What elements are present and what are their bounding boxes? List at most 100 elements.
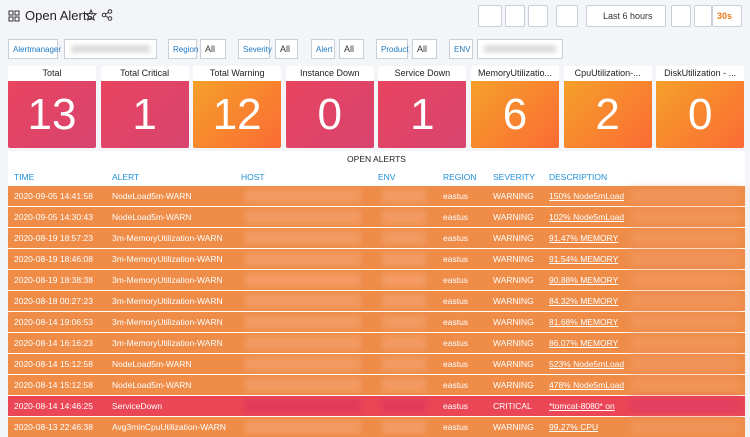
add-panel-button[interactable] [478, 5, 502, 27]
stat-title: Instance Down [300, 68, 360, 78]
table-cell [235, 228, 371, 248]
table-cell: 90.88% MEMORY [549, 275, 619, 285]
table-cell: CRITICAL [493, 401, 532, 411]
table-cell: WARNING [493, 212, 534, 222]
redacted [630, 336, 740, 350]
table-row [8, 375, 745, 395]
column-header[interactable]: ENV [378, 172, 396, 182]
tv-mode-button[interactable] [556, 5, 578, 27]
redacted [245, 357, 361, 371]
stat-value: 12 [193, 81, 282, 148]
table-row [8, 291, 745, 311]
table-cell: 2020-08-19 18:38:38 [14, 275, 93, 285]
table-row [8, 270, 745, 290]
redacted [382, 231, 426, 245]
filter-input[interactable] [477, 39, 563, 59]
table-cell [235, 312, 371, 332]
stat-panel: CpuUtilization-... 2 [563, 66, 652, 148]
table-cell: 3m-MemoryUtilization-WARN [112, 254, 223, 264]
redacted [245, 399, 361, 413]
table-cell: *tomcat-8080* on [549, 401, 615, 411]
star-icon[interactable] [85, 9, 97, 21]
redacted [630, 252, 740, 266]
filter-label: ENV [449, 39, 473, 59]
filter-dropdown[interactable]: All [339, 39, 364, 59]
table-cell: 86.07% MEMORY [549, 338, 619, 348]
table-cell: 2020-08-14 14:46:25 [14, 401, 93, 411]
share-icon[interactable] [101, 9, 113, 21]
table-cell: eastus [443, 212, 469, 222]
table-cell [235, 249, 371, 269]
stat-value: 2 [563, 81, 652, 148]
redacted [630, 210, 740, 224]
redacted [245, 252, 361, 266]
filter-label: Alert [311, 39, 335, 59]
table-cell: eastus [443, 338, 469, 348]
redacted [630, 273, 740, 287]
table-cell [372, 396, 436, 416]
table-row [8, 396, 745, 416]
dashboard-title[interactable]: Open Alerts [25, 8, 93, 23]
stat-value: 6 [471, 81, 559, 148]
table-cell: 3m-MemoryUtilization-WARN [112, 275, 223, 285]
table-cell [235, 375, 371, 395]
time-picker[interactable]: Last 6 hours [586, 5, 666, 27]
redacted [630, 231, 740, 245]
refresh-button[interactable] [694, 5, 712, 27]
table-cell: WARNING [493, 233, 534, 243]
filter-label: Alertmanager [8, 39, 61, 59]
redacted [382, 294, 426, 308]
stat-title: Total Critical [120, 68, 170, 78]
stat-panel: DiskUtilization - ... 0 [656, 66, 745, 148]
table-cell [235, 333, 371, 353]
redacted [71, 45, 150, 53]
filter-dropdown[interactable]: All [412, 39, 437, 59]
column-header[interactable]: HOST [241, 172, 265, 182]
filter-dropdown[interactable]: All [200, 39, 226, 59]
column-header[interactable]: SEVERITY [493, 172, 536, 182]
column-header[interactable]: TIME [14, 172, 35, 182]
table-cell: WARNING [493, 191, 534, 201]
table-row [8, 333, 745, 353]
redacted [382, 378, 426, 392]
table-cell: 99.27% CPU [549, 422, 599, 432]
filter-input[interactable] [64, 39, 157, 59]
table-cell: 2020-08-14 19:06:53 [14, 317, 93, 327]
table-cell: 2020-09-05 14:30:43 [14, 212, 93, 222]
table-cell: NodeLoad5m-WARN [112, 359, 192, 369]
redacted [382, 210, 426, 224]
table-cell [372, 417, 436, 437]
table-cell: eastus [443, 380, 469, 390]
grid-icon [8, 10, 20, 22]
table-row [8, 312, 745, 332]
table-cell: NodeLoad5m-WARN [112, 191, 192, 201]
stat-title: Total Warning [209, 68, 265, 78]
column-header[interactable]: DESCRIPTION [549, 172, 608, 182]
table-cell: WARNING [493, 317, 534, 327]
table-cell: 150% Node5mLoad [549, 191, 625, 201]
redacted [484, 45, 556, 53]
save-button[interactable] [505, 5, 525, 27]
refresh-interval[interactable]: 30s [712, 5, 742, 27]
zoom-out-button[interactable] [671, 5, 691, 27]
column-header[interactable]: REGION [443, 172, 477, 182]
stat-panel: Total Warning 12 [193, 66, 282, 148]
table-cell: eastus [443, 254, 469, 264]
stat-title: DiskUtilization - ... [664, 68, 737, 78]
stat-panel: Total Critical 1 [100, 66, 189, 148]
redacted [382, 399, 426, 413]
column-header[interactable]: ALERT [112, 172, 140, 182]
filter-dropdown[interactable]: All [275, 39, 298, 59]
stat-title: Service Down [394, 68, 451, 78]
redacted [382, 189, 426, 203]
table-cell [372, 228, 436, 248]
table-cell: ServiceDown [112, 401, 163, 411]
table-row [8, 228, 745, 248]
table-cell: 2020-08-18 00:27:23 [14, 296, 93, 306]
stat-title: CpuUtilization-... [574, 68, 641, 78]
redacted [382, 420, 426, 434]
settings-button[interactable] [528, 5, 548, 27]
redacted [382, 273, 426, 287]
stat-value: 0 [656, 81, 745, 148]
table-cell [235, 417, 371, 437]
